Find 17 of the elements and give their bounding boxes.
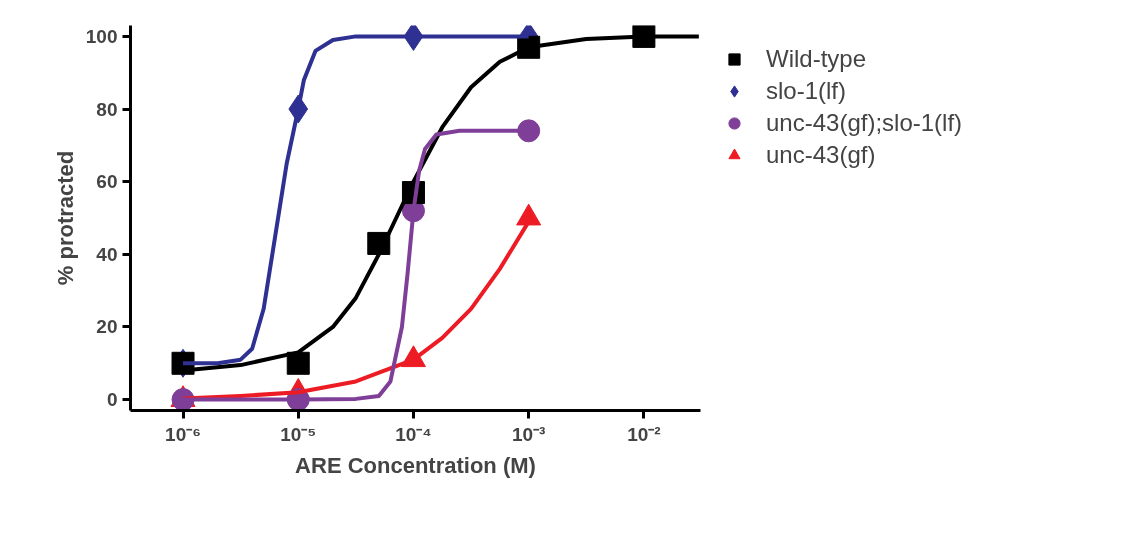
- legend-label: slo-1(lf): [766, 77, 847, 105]
- y-tick-label: 40: [96, 243, 118, 265]
- legend-label: Wild-type: [766, 45, 867, 73]
- y-tick-label: 60: [96, 171, 118, 193]
- legend-label: unc-43(gf);slo-1(lf): [766, 109, 963, 137]
- y-tick-label: 100: [85, 25, 118, 47]
- x-tick-label: 10⁻⁶: [165, 423, 201, 445]
- y-tick-label: 80: [96, 98, 118, 120]
- x-tick-label: 10⁻²: [627, 423, 661, 445]
- x-tick-label: 10⁻⁴: [395, 423, 432, 445]
- legend-label: unc-43(gf): [766, 141, 876, 169]
- x-tick-label: 10⁻³: [511, 423, 546, 445]
- x-tick-label: 10⁻⁵: [280, 423, 317, 445]
- y-tick-label: 0: [106, 389, 118, 411]
- y-tick-label: 20: [96, 316, 118, 338]
- y-axis-title: % protracted: [52, 150, 78, 286]
- x-axis-title: ARE Concentration (M): [295, 452, 536, 478]
